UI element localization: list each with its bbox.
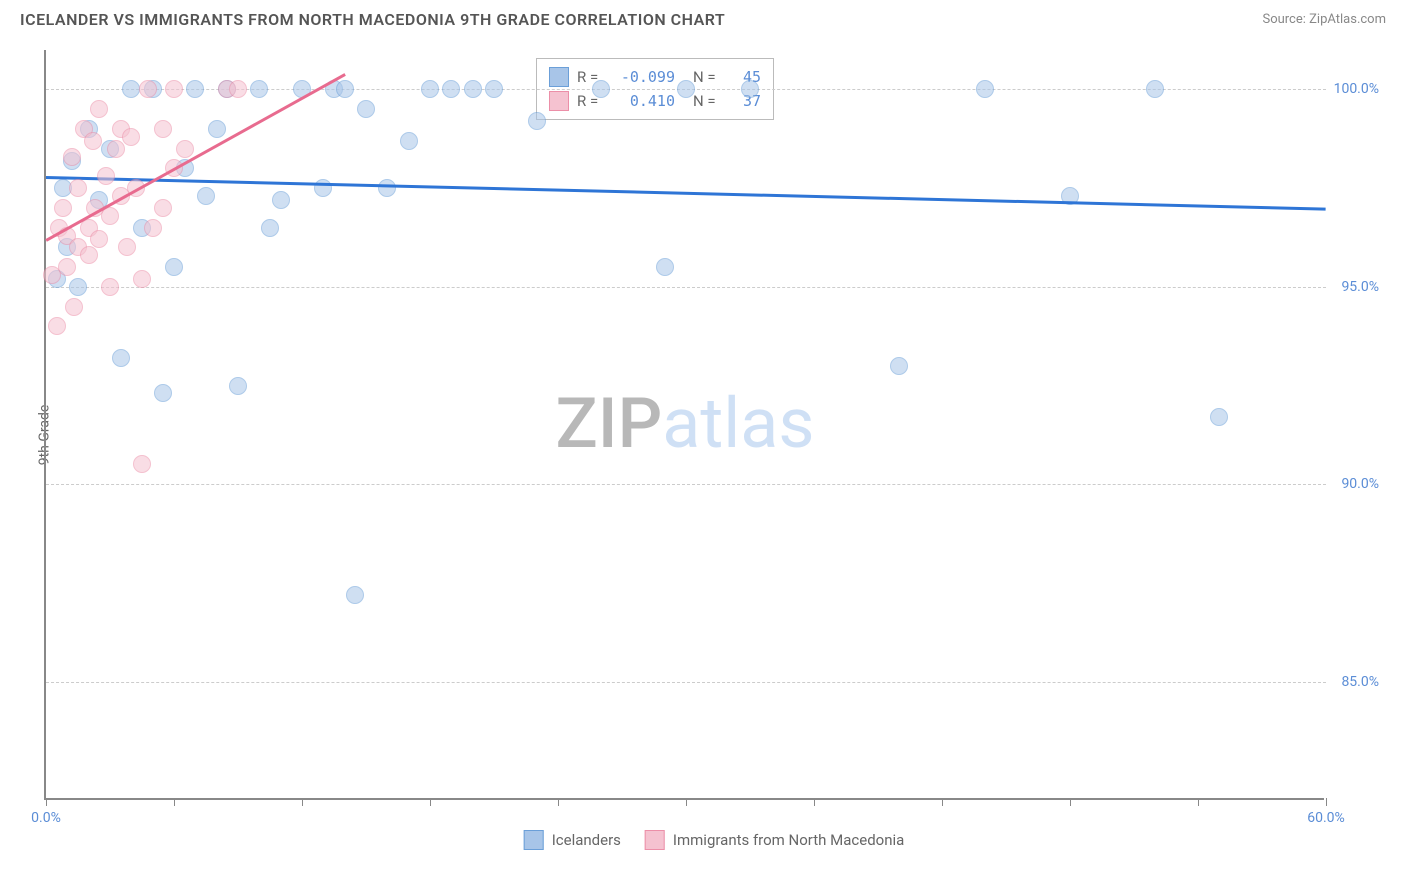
n-label: N = [693, 92, 723, 110]
y-tick-label: 95.0% [1329, 279, 1379, 295]
data-point [1146, 80, 1164, 98]
y-tick-label: 90.0% [1329, 476, 1379, 492]
data-point [208, 120, 226, 138]
data-point [80, 246, 98, 264]
x-tick [1070, 798, 1071, 806]
legend-row: R =-0.099N =45 [549, 65, 761, 89]
watermark-atlas: atlas [662, 383, 814, 465]
plot-area: ZIPatlas R =-0.099N =45R =0.410N =37 85.… [44, 50, 1324, 800]
data-point [65, 298, 83, 316]
data-point [154, 384, 172, 402]
data-point [528, 112, 546, 130]
series-legend: Icelanders Immigrants from North Macedoni… [524, 830, 905, 850]
trendline [46, 176, 1326, 210]
data-point [261, 219, 279, 237]
data-point [229, 80, 247, 98]
n-label: N = [693, 68, 723, 86]
data-point [336, 80, 354, 98]
data-point [107, 140, 125, 158]
data-point [186, 80, 204, 98]
data-point [346, 586, 364, 604]
data-point [90, 230, 108, 248]
data-point [197, 187, 215, 205]
data-point [656, 258, 674, 276]
data-point [400, 132, 418, 150]
data-point [890, 357, 908, 375]
data-point [272, 191, 290, 209]
data-point [421, 80, 439, 98]
x-tick [174, 798, 175, 806]
x-tick [1326, 798, 1327, 806]
chart-container: 9th Grade ZIPatlas R =-0.099N =45R =0.41… [44, 50, 1384, 820]
data-point [122, 128, 140, 146]
gridline [46, 287, 1326, 288]
data-point [1210, 408, 1228, 426]
data-point [357, 100, 375, 118]
watermark: ZIPatlas [556, 383, 815, 465]
data-point [592, 80, 610, 98]
data-point [58, 258, 76, 276]
data-point [976, 80, 994, 98]
data-point [250, 80, 268, 98]
data-point [677, 80, 695, 98]
data-point [229, 377, 247, 395]
data-point [48, 317, 66, 335]
x-tick [814, 798, 815, 806]
x-tick [558, 798, 559, 806]
data-point [63, 148, 81, 166]
data-point [154, 120, 172, 138]
data-point [118, 238, 136, 256]
data-point [133, 455, 151, 473]
data-point [485, 80, 503, 98]
legend-item: Immigrants from North Macedonia [645, 830, 904, 850]
x-tick [46, 798, 47, 806]
chart-title: ICELANDER VS IMMIGRANTS FROM NORTH MACED… [20, 10, 725, 29]
gridline [46, 682, 1326, 683]
data-point [69, 179, 87, 197]
legend-swatch [645, 830, 665, 850]
r-value: 0.410 [615, 92, 675, 110]
x-tick [302, 798, 303, 806]
data-point [54, 199, 72, 217]
data-point [90, 100, 108, 118]
data-point [741, 80, 759, 98]
x-tick-label: 0.0% [31, 810, 61, 826]
data-point [122, 80, 140, 98]
y-tick-label: 85.0% [1329, 674, 1379, 690]
x-tick [942, 798, 943, 806]
data-point [154, 199, 172, 217]
x-tick-label: 60.0% [1307, 810, 1345, 826]
r-value: -0.099 [615, 68, 675, 86]
data-point [378, 179, 396, 197]
x-tick [1198, 798, 1199, 806]
data-point [165, 80, 183, 98]
data-point [144, 219, 162, 237]
data-point [84, 132, 102, 150]
data-point [139, 80, 157, 98]
trendline [45, 74, 345, 242]
data-point [442, 80, 460, 98]
legend-swatch [549, 67, 569, 87]
x-tick [430, 798, 431, 806]
data-point [165, 258, 183, 276]
data-point [69, 278, 87, 296]
legend-swatch [524, 830, 544, 850]
watermark-zip: ZIP [556, 383, 663, 465]
data-point [133, 270, 151, 288]
data-point [97, 167, 115, 185]
x-tick [686, 798, 687, 806]
source-label: Source: ZipAtlas.com [1262, 12, 1386, 27]
legend-row: R =0.410N =37 [549, 89, 761, 113]
data-point [101, 278, 119, 296]
gridline [46, 484, 1326, 485]
legend-label: Icelanders [552, 831, 621, 849]
legend-label: Immigrants from North Macedonia [673, 831, 904, 849]
data-point [176, 140, 194, 158]
legend-swatch [549, 91, 569, 111]
data-point [464, 80, 482, 98]
y-tick-label: 100.0% [1329, 81, 1379, 97]
legend-item: Icelanders [524, 830, 621, 850]
data-point [112, 349, 130, 367]
